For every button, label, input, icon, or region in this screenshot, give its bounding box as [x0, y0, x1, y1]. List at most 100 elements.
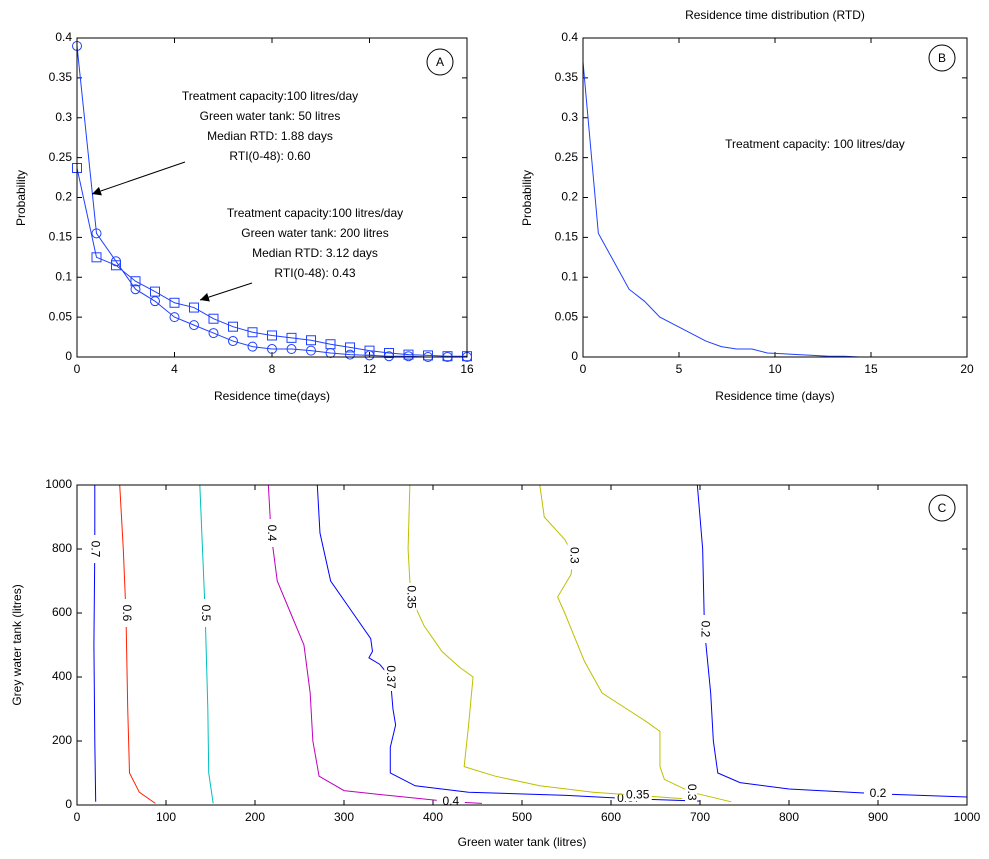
- y-tick-label: 0.05: [49, 309, 73, 323]
- y-tick-label: 0: [65, 797, 72, 811]
- x-tick-label: 200: [245, 810, 265, 824]
- panel-label: C: [938, 501, 947, 515]
- x-tick-label: 0: [74, 362, 81, 376]
- x-axis-label: Green water tank (litres): [458, 835, 587, 849]
- contour-label: 0.37: [384, 665, 398, 689]
- contour-line: [199, 484, 214, 804]
- x-tick-label: 10: [768, 362, 782, 376]
- y-axis-label: Grey water tank (litres): [10, 584, 24, 705]
- annotation: RTI(0-48): 0.60: [229, 149, 310, 163]
- series-line: [582, 61, 891, 358]
- panel: 0 5 10 15 20 0 0.05 0.1 0.15 0.2 0.25 0.3 0.35 0.4 Res…: [520, 8, 974, 403]
- contour-label: 0.35: [626, 788, 650, 802]
- y-tick-label: 200: [52, 733, 72, 747]
- marker: [325, 339, 336, 350]
- marker: [286, 344, 297, 355]
- contour-label-bg: [685, 778, 698, 807]
- plot-area: [583, 38, 967, 357]
- chart-title: Residence time distribution (RTD): [685, 8, 865, 22]
- annotation: Green water tank: 200 litres: [241, 226, 388, 240]
- y-tick-label: 0.35: [555, 70, 579, 84]
- marker: [364, 345, 375, 356]
- y-tick-label: 0: [65, 349, 72, 363]
- y-tick-label: 0.1: [561, 269, 578, 283]
- contour-label-bg: [404, 583, 417, 611]
- axes-frame: [76, 484, 968, 806]
- marker: [228, 321, 238, 332]
- x-axis-label: Residence time(days): [214, 389, 330, 403]
- series-line: [76, 45, 467, 358]
- y-tick-label: 800: [52, 541, 72, 555]
- contour-label-bg: [199, 599, 212, 627]
- annotation: Treatment capacity: 100 litres/day: [725, 137, 905, 151]
- marker: [91, 252, 102, 263]
- x-tick-label: 8: [269, 362, 276, 376]
- x-tick-label: 5: [676, 362, 683, 376]
- contour-label: 0.35: [405, 585, 419, 609]
- contour-label: 0.4: [442, 794, 459, 808]
- x-tick-label: 400: [423, 810, 443, 824]
- axes-frame: [582, 37, 968, 358]
- marker: [345, 349, 355, 360]
- panel-badge: [426, 48, 454, 76]
- y-tick-label: 0.4: [55, 30, 72, 44]
- marker: [150, 296, 160, 307]
- marker: [169, 297, 180, 308]
- contour-line: [696, 484, 968, 798]
- marker: [306, 335, 316, 346]
- contour-label: 0.2: [698, 621, 712, 638]
- contour-label: 0.6: [120, 605, 134, 622]
- contour-label-bg: [384, 663, 397, 691]
- marker: [111, 260, 121, 271]
- y-tick-label: 0.1: [55, 269, 72, 283]
- marker: [228, 336, 238, 347]
- y-tick-label: 0: [571, 349, 578, 363]
- y-tick-label: 0.15: [49, 230, 73, 244]
- annotation-arrow: [199, 282, 253, 302]
- y-tick-label: 1000: [45, 477, 72, 491]
- marker: [169, 312, 180, 323]
- y-tick-label: 0.2: [561, 190, 578, 204]
- contour-label: 0.3: [567, 547, 581, 564]
- marker: [247, 341, 258, 352]
- contour-label: 0.5: [199, 605, 213, 622]
- x-tick-label: 0: [580, 362, 587, 376]
- contour-label-bg: [567, 541, 580, 570]
- contour-label-bg: [265, 519, 278, 547]
- x-tick-label: 12: [363, 362, 377, 376]
- contour-label: 0.3: [685, 784, 699, 801]
- x-tick-label: 500: [512, 810, 532, 824]
- contour-label: 0.4: [265, 525, 279, 542]
- panel-label: A: [436, 55, 444, 69]
- panel: 0 4 8 12 16 0 0.05 0.1 0.15 0.2 0.25 0.3 0.35 0.4 Resi…: [14, 30, 474, 403]
- marker: [189, 320, 199, 331]
- y-tick-label: 0.25: [555, 150, 579, 164]
- x-tick-label: 900: [868, 810, 888, 824]
- contour-label: 0.2: [870, 786, 887, 800]
- y-tick-label: 0.35: [49, 70, 73, 84]
- contour-label: 0.7: [89, 541, 103, 558]
- annotation: Median RTD: 1.88 days: [207, 129, 333, 143]
- plot-area: [77, 485, 967, 805]
- y-tick-label: 400: [52, 669, 72, 683]
- panel-badge: [928, 44, 956, 72]
- x-tick-label: 0: [74, 810, 81, 824]
- annotation: Median RTD: 3.12 days: [252, 246, 378, 260]
- contour-line: [93, 485, 97, 802]
- marker: [130, 276, 141, 287]
- axes-frame: [76, 37, 468, 358]
- panel-label: B: [938, 51, 946, 65]
- marker: [403, 349, 414, 360]
- marker: [247, 327, 258, 338]
- x-tick-label: 800: [779, 810, 799, 824]
- panel-badge: [928, 494, 956, 522]
- y-tick-label: 0.25: [49, 150, 73, 164]
- marker: [306, 345, 316, 356]
- annotation: RTI(0-48): 0.43: [274, 266, 355, 280]
- plot-area: [77, 38, 467, 357]
- marker: [208, 313, 219, 324]
- x-tick-label: 700: [690, 810, 710, 824]
- x-tick-label: 1000: [954, 810, 981, 824]
- marker: [267, 330, 277, 341]
